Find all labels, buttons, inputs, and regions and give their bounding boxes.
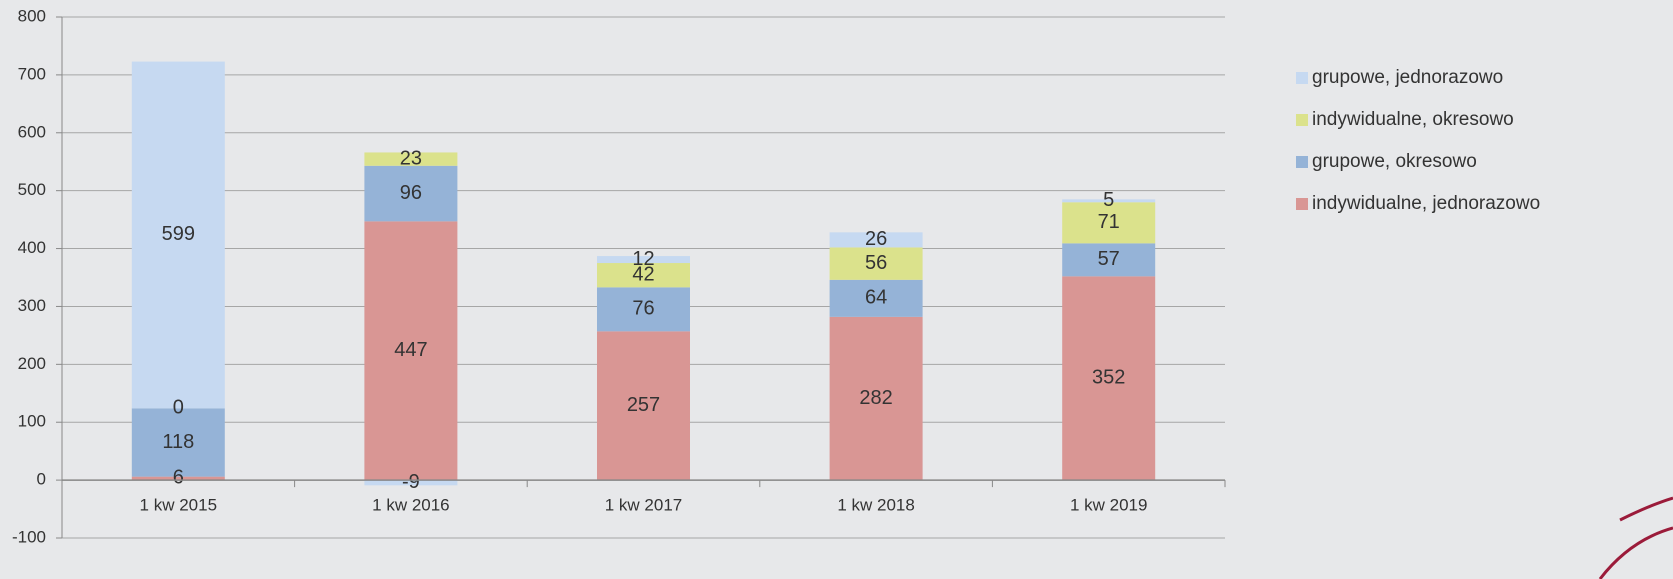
- bar-segment: [597, 331, 690, 481]
- legend-swatch: [1296, 156, 1308, 168]
- legend-swatch: [1296, 198, 1308, 210]
- y-tick-label: -100: [12, 527, 46, 546]
- bar-segment: [364, 221, 458, 481]
- data-label: 6: [173, 467, 184, 489]
- legend-swatch: [1296, 72, 1308, 84]
- data-label: 56: [865, 252, 887, 274]
- data-label: -9: [402, 471, 420, 493]
- data-label: 352: [1092, 367, 1125, 389]
- data-label: 64: [865, 287, 887, 309]
- legend-swatch: [1296, 114, 1308, 126]
- bar-segment: [131, 61, 225, 409]
- data-label: 447: [394, 339, 427, 361]
- bar-segment: [829, 316, 923, 481]
- data-label: 23: [400, 147, 422, 169]
- y-tick-label: 200: [18, 354, 46, 373]
- data-label: 42: [632, 263, 654, 285]
- bar-segment: [597, 287, 690, 332]
- legend-label: grupowe, jednorazowo: [1312, 67, 1503, 88]
- bar-segment: [597, 263, 690, 288]
- bar-segment: [364, 480, 458, 486]
- logo: [1598, 496, 1673, 579]
- bar-segment: [131, 476, 225, 481]
- y-tick-label: 300: [18, 296, 46, 315]
- x-tick-label: 1 kw 2018: [837, 496, 915, 515]
- bar-segment: [597, 256, 690, 264]
- data-label: 599: [162, 223, 195, 245]
- data-label: 0: [173, 397, 184, 419]
- data-label: 12: [632, 248, 654, 270]
- x-tick-label: 1 kw 2016: [372, 496, 450, 515]
- bar-segment: [829, 279, 923, 317]
- data-label: 257: [627, 394, 660, 416]
- data-label: 26: [865, 228, 887, 250]
- legend-label: grupowe, okresowo: [1312, 151, 1477, 172]
- y-tick-label: 800: [18, 6, 46, 25]
- y-tick-label: 500: [18, 180, 46, 199]
- y-tick-label: 400: [18, 238, 46, 257]
- x-tick-label: 1 kw 2017: [605, 496, 683, 515]
- x-tick-label: 1 kw 2019: [1070, 496, 1148, 515]
- x-tick-label: 1 kw 2015: [140, 496, 218, 515]
- bar-segment: [1062, 276, 1156, 481]
- y-tick-label: 600: [18, 122, 46, 141]
- data-label: 282: [859, 387, 892, 409]
- data-label: 118: [162, 431, 194, 453]
- legend-label: indywidualne, jednorazowo: [1312, 193, 1540, 214]
- data-label: 96: [400, 182, 422, 204]
- data-label: 57: [1098, 248, 1120, 270]
- y-tick-label: 0: [37, 470, 46, 489]
- y-tick-label: 100: [18, 412, 46, 431]
- bar-segment: [1062, 202, 1156, 244]
- bar-segment: [1062, 199, 1156, 203]
- y-tick-label: 700: [18, 64, 46, 83]
- data-label: 71: [1098, 211, 1120, 233]
- bar-segment: [1062, 243, 1156, 277]
- bar-segment: [364, 152, 458, 166]
- data-label: 5: [1103, 189, 1114, 211]
- bar-segment: [829, 247, 923, 280]
- legend-label: indywidualne, okresowo: [1312, 109, 1514, 130]
- data-label: 76: [632, 298, 654, 320]
- bar-segment: [829, 232, 923, 248]
- bar-segment: [131, 408, 225, 477]
- bar-segment: [364, 165, 458, 222]
